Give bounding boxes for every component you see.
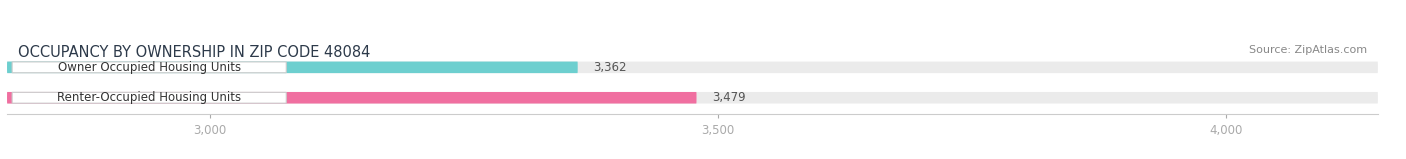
Text: 3,479: 3,479	[711, 91, 745, 104]
Text: 3,362: 3,362	[593, 61, 627, 74]
Text: Renter-Occupied Housing Units: Renter-Occupied Housing Units	[58, 91, 242, 104]
Text: Owner Occupied Housing Units: Owner Occupied Housing Units	[58, 61, 240, 74]
FancyBboxPatch shape	[7, 92, 1378, 104]
Text: OCCUPANCY BY OWNERSHIP IN ZIP CODE 48084: OCCUPANCY BY OWNERSHIP IN ZIP CODE 48084	[18, 45, 370, 59]
FancyBboxPatch shape	[13, 92, 287, 103]
FancyBboxPatch shape	[7, 62, 1378, 73]
FancyBboxPatch shape	[13, 62, 287, 73]
FancyBboxPatch shape	[7, 62, 578, 73]
FancyBboxPatch shape	[7, 92, 696, 104]
Text: Source: ZipAtlas.com: Source: ZipAtlas.com	[1249, 45, 1367, 55]
